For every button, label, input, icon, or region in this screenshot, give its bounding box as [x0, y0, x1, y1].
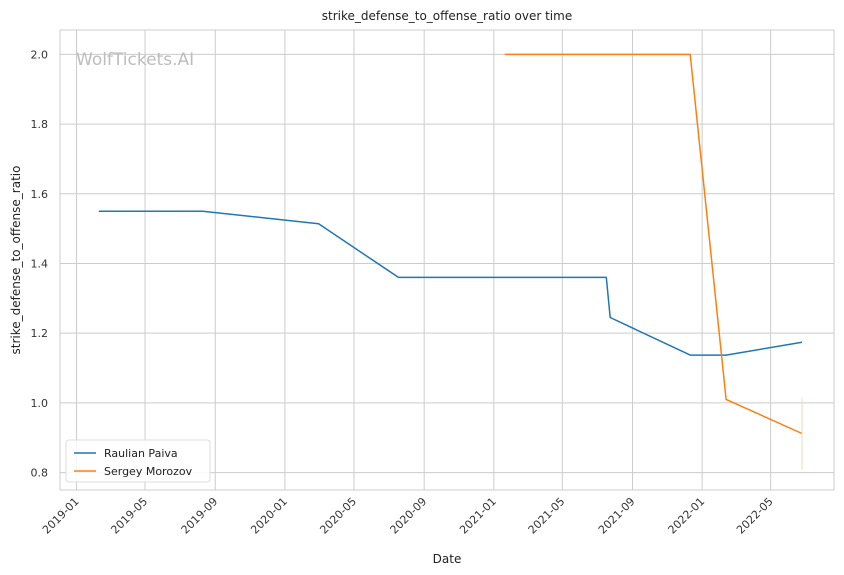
y-tick-label: 0.8 [31, 467, 49, 480]
legend: Raulian Paiva Sergey Morozov [65, 439, 211, 483]
y-gridlines [60, 53, 834, 474]
x-tick-label: 2019-01 [40, 495, 82, 537]
legend-box [65, 439, 211, 483]
plot-area-frame [59, 29, 835, 491]
x-tick-labels: 2019-01 2019-05 2019-09 2020-01 2020-05 2020-… [40, 495, 776, 537]
x-axis-label: Date [433, 552, 462, 566]
series-layer [98, 53, 803, 470]
y-tick-label: 1.6 [31, 188, 49, 201]
series-line-1 [98, 210, 803, 356]
x-tick-label: 2020-09 [388, 495, 430, 537]
y-tick-label: 1.2 [31, 327, 49, 340]
y-tick-label: 1.0 [31, 397, 49, 410]
x-tick-label: 2019-09 [179, 495, 221, 537]
x-tick-label: 2022-01 [666, 495, 708, 537]
x-tick-label: 2021-01 [457, 495, 499, 537]
x-tick-label: 2022-05 [734, 495, 776, 537]
series-line-2 [504, 53, 803, 435]
x-tick-label: 2021-05 [526, 495, 568, 537]
y-tick-label: 1.8 [31, 118, 49, 131]
legend-label: Sergey Morozov [104, 465, 193, 478]
x-tick-label: 2021-09 [596, 495, 638, 537]
legend-label: Raulian Paiva [104, 447, 178, 460]
y-axis-label: strike_defense_to_offense_ratio [9, 166, 23, 355]
watermark-text: WolfTickets.AI [76, 50, 194, 70]
y-tick-label: 1.4 [31, 257, 49, 270]
chart-title: strike_defense_to_offense_ratio over tim… [322, 9, 572, 23]
y-tick-labels: 0.8 1.0 1.2 1.4 1.6 1.8 2.0 [31, 48, 49, 479]
x-tick-label: 2020-05 [317, 495, 359, 537]
y-tick-label: 2.0 [31, 48, 49, 61]
x-tick-label: 2020-01 [248, 495, 290, 537]
x-gridlines [76, 30, 772, 490]
x-tick-label: 2019-05 [108, 495, 150, 537]
